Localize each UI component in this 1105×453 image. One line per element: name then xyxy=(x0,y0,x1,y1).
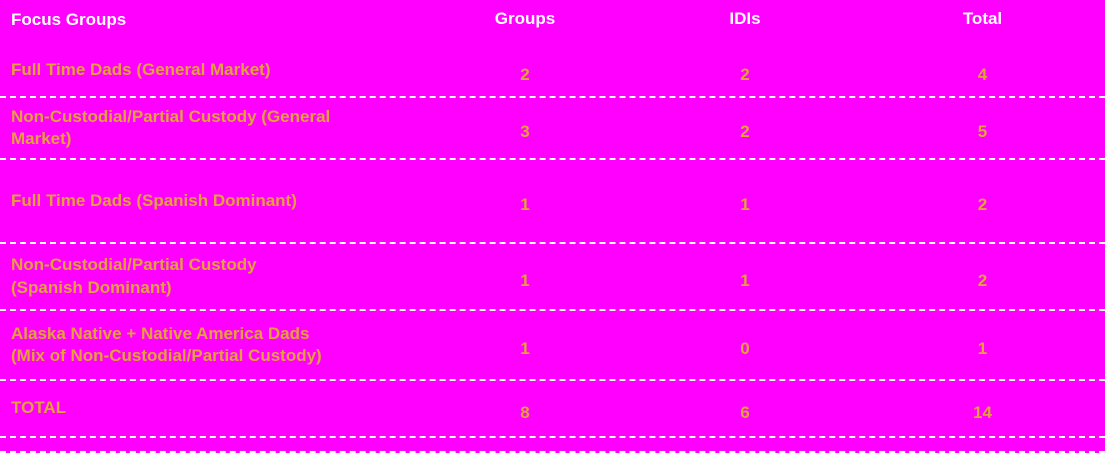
groups-value: 1 xyxy=(520,339,530,358)
row-label: Full Time Dads (General Market) xyxy=(11,60,271,80)
idis-value: 1 xyxy=(740,270,750,290)
groups-value: 1 xyxy=(520,195,530,214)
column-header-groups: Groups xyxy=(494,9,556,28)
row-label: Full Time Dads (Spanish Dominant) xyxy=(11,190,297,210)
table-row-non-custodial-general: Non-Custodial/Partial Custody (General M… xyxy=(0,98,1105,160)
table-row-full-time-dads-spanish: Full Time Dads (Spanish Dominant) 1 1 2 xyxy=(0,160,1105,244)
idis-value: 2 xyxy=(740,122,750,141)
row-label: Non-Custodial/Partial Custody (Spanish D… xyxy=(11,255,257,297)
idis-value: 0 xyxy=(740,339,750,358)
table-row-full-time-dads-general: Full Time Dads (General Market) 2 2 4 xyxy=(0,45,1105,98)
idis-value: 6 xyxy=(740,402,750,422)
idis-value: 2 xyxy=(740,64,750,84)
table-row-non-custodial-spanish: Non-Custodial/Partial Custody (Spanish D… xyxy=(0,244,1105,311)
total-value: 5 xyxy=(977,122,988,141)
groups-value: 2 xyxy=(520,64,530,84)
column-header-focus-groups: Focus Groups xyxy=(11,10,127,29)
column-header-idis: IDIs xyxy=(729,9,761,28)
row-label: Alaska Native + Native America Dads (Mix… xyxy=(11,323,322,365)
table-row-total: TOTAL 8 6 14 xyxy=(0,381,1105,438)
column-header-total: Total xyxy=(962,9,1003,28)
groups-value: 8 xyxy=(520,402,530,422)
total-value: 2 xyxy=(977,270,988,290)
total-value: 4 xyxy=(977,64,988,84)
total-value: 2 xyxy=(977,195,988,214)
total-value: 1 xyxy=(977,339,988,358)
table-row-alaska-native-dads: Alaska Native + Native America Dads (Mix… xyxy=(0,311,1105,381)
row-label: Non-Custodial/Partial Custody (General M… xyxy=(11,106,331,148)
row-label: TOTAL xyxy=(11,398,67,418)
table-header-row: Focus Groups Groups IDIs Total xyxy=(0,0,1105,45)
total-value: 14 xyxy=(973,402,992,422)
idis-value: 1 xyxy=(740,195,750,214)
groups-value: 3 xyxy=(520,122,530,141)
table-bottom-border xyxy=(0,438,1105,453)
groups-value: 1 xyxy=(520,270,530,290)
